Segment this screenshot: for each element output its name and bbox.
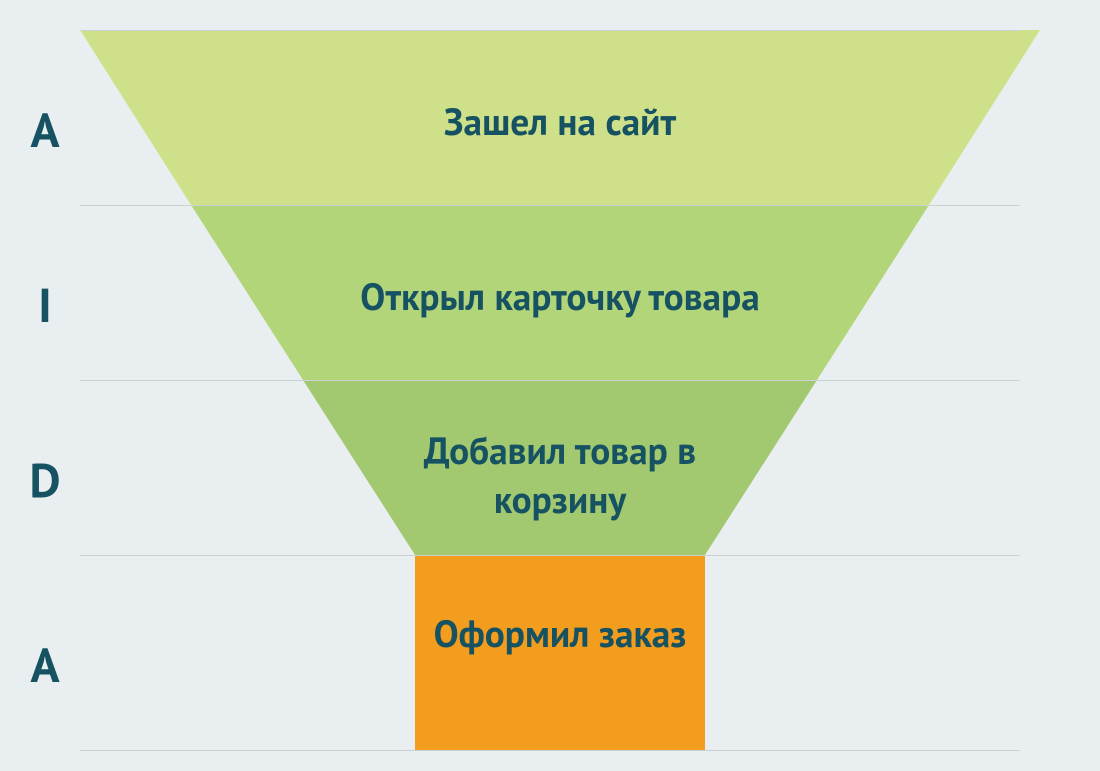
funnel-stage-2-label: Добавил товар в корзину <box>380 427 740 524</box>
aida-letter-0: A <box>15 99 75 161</box>
aida-letter-3: A <box>15 634 75 696</box>
funnel-stage-3-label: Оформил заказ <box>415 610 705 659</box>
funnel-stage-1-label: Открыл карточку товара <box>280 273 840 322</box>
divider-0 <box>80 30 1020 31</box>
aida-letter-2: D <box>15 449 75 511</box>
divider-4 <box>80 750 1020 751</box>
aida-letter-1: I <box>15 274 75 336</box>
divider-2 <box>80 380 1020 381</box>
funnel-stage-0-label: Зашел на сайт <box>180 98 940 147</box>
divider-1 <box>80 205 1020 206</box>
divider-3 <box>80 555 1020 556</box>
